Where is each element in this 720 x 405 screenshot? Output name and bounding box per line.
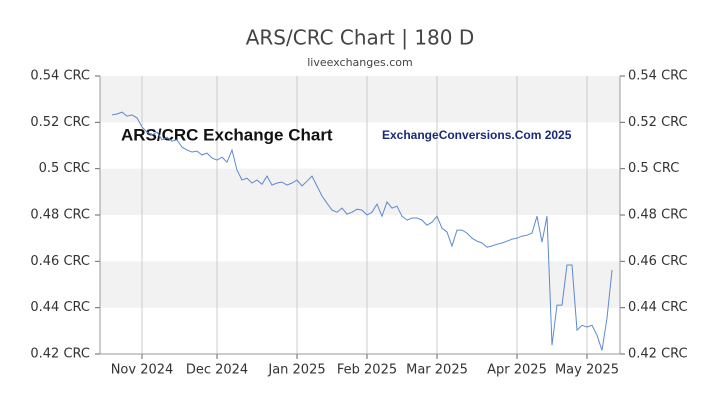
y-tick-label: 0.48 CRC (30, 208, 90, 223)
x-tick-label: Mar 2025 (406, 363, 468, 378)
y-tick-label: 0.52 CRC (30, 115, 90, 130)
y2-tick-label: 0.44 CRC (628, 300, 688, 315)
y2-tick-label: 0.52 CRC (628, 115, 688, 130)
x-tick-label: Jan 2025 (267, 363, 325, 378)
y2-tick-label: 0.48 CRC (628, 208, 688, 223)
y2-tick-label: 0.42 CRC (628, 347, 688, 362)
x-tick-label: Apr 2025 (487, 363, 547, 378)
chart-title: ARS/CRC Chart | 180 D (246, 26, 475, 50)
x-tick-label: Feb 2025 (337, 363, 397, 378)
y-tick-label: 0.44 CRC (30, 300, 90, 315)
chart-subtitle: liveexchanges.com (307, 56, 412, 69)
y-tick-label: 0.46 CRC (30, 254, 90, 269)
grid-band (100, 76, 620, 123)
watermark: ARS/CRC Exchange Chart (121, 125, 333, 144)
y-tick-label: 0.5 CRC (39, 161, 90, 176)
x-tick-label: May 2025 (555, 363, 619, 378)
y2-tick-label: 0.46 CRC (628, 254, 688, 269)
y2-tick-label: 0.54 CRC (628, 69, 688, 84)
y-tick-label: 0.42 CRC (30, 347, 90, 362)
grid-band (100, 168, 620, 215)
x-tick-label: Nov 2024 (111, 363, 174, 378)
watermark: ExchangeConversions.Com 2025 (382, 128, 572, 142)
price-line (111, 111, 613, 351)
x-tick-label: Dec 2024 (186, 363, 248, 378)
y-tick-label: 0.54 CRC (30, 69, 90, 84)
grid-band (100, 261, 620, 308)
y2-tick-label: 0.5 CRC (628, 161, 679, 176)
